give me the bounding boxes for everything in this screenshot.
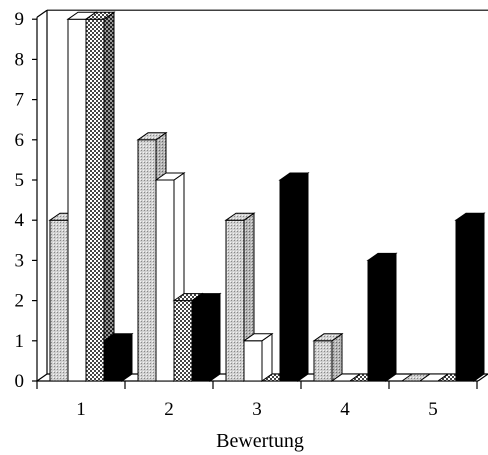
y-tick-label: 5 [15, 170, 25, 191]
bar [366, 252, 398, 382]
bar-top-face [242, 333, 274, 342]
bar-top-face [278, 172, 310, 181]
bar-front-face [85, 18, 105, 382]
back-wall-top-corner [36, 9, 48, 18]
bar-side-face [331, 332, 343, 382]
bar-side-face [385, 252, 397, 382]
y-tick-label: 9 [15, 9, 25, 30]
x-axis-title: Bewertung [216, 430, 304, 452]
x-tick-label: 4 [340, 399, 350, 420]
bar-front-face [103, 340, 123, 382]
floor-left-edge [36, 373, 48, 382]
bar-top-face [366, 252, 398, 261]
bar-side-face [209, 292, 221, 382]
y-tick-label: 0 [15, 371, 25, 392]
y-tick-label: 6 [15, 130, 25, 151]
bar-top-face [312, 333, 344, 342]
y-tick-label: 2 [15, 291, 25, 312]
bar-side-face [103, 11, 115, 382]
x-tick-label: 2 [164, 399, 174, 420]
bar-top-face [84, 11, 116, 20]
bar [84, 11, 116, 382]
bar-top-face [154, 172, 186, 181]
bars-group [48, 11, 486, 382]
floor-right-edge [477, 373, 488, 382]
bar-front-face [155, 179, 175, 382]
y-tick-label: 4 [15, 210, 25, 231]
bar-front-face [49, 219, 69, 382]
bar-front-face [367, 259, 387, 382]
bar-top-face [190, 293, 222, 302]
bar-side-face [473, 212, 485, 382]
bar-top-face [224, 212, 256, 221]
bar-top-face [454, 212, 486, 221]
bar-front-face [313, 340, 333, 382]
bar [454, 212, 486, 382]
bar-front-face [191, 300, 211, 382]
bar-top-face [136, 132, 168, 141]
x-tick-label: 5 [428, 399, 438, 420]
y-tick-label: 3 [15, 250, 25, 271]
bar [312, 332, 344, 382]
bar [278, 172, 310, 382]
y-tick-label: 1 [15, 331, 25, 352]
bar [242, 332, 274, 382]
bar-top-face [102, 333, 134, 342]
bar [190, 292, 222, 382]
bar-front-face [67, 18, 87, 382]
y-tick-label: 8 [15, 49, 25, 70]
bar-front-face [243, 340, 263, 382]
x-tick-label: 1 [76, 399, 86, 420]
y-tick-label: 7 [15, 90, 25, 111]
y-axis: 0 1 2 3 4 5 6 7 8 9 [15, 9, 37, 392]
bar-front-face [279, 179, 299, 382]
bar-front-face [455, 219, 475, 382]
bar [102, 332, 134, 382]
bar-front-face [173, 300, 193, 382]
bar-front-face [137, 139, 157, 382]
x-axis: 1 2 3 4 5 [36, 381, 478, 420]
x-tick-label: 3 [252, 399, 262, 420]
bar-side-face [121, 332, 133, 382]
bar-front-face [225, 219, 245, 382]
bar-side-face [297, 172, 309, 382]
bar-side-face [261, 332, 273, 382]
